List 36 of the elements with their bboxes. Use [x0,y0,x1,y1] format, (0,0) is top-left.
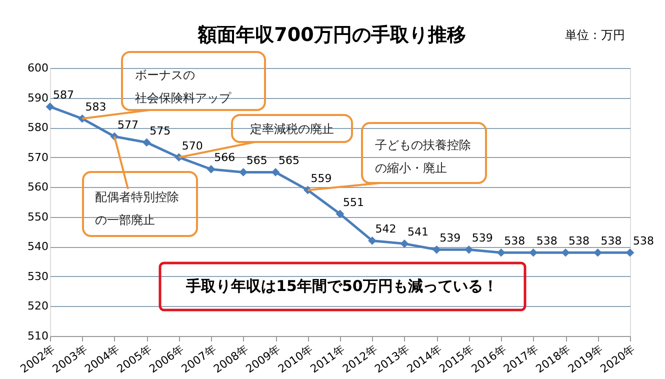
data-label: 538 [568,234,590,248]
data-label: 551 [343,196,364,209]
y-tick-label: 570 [28,150,48,164]
y-tick-label: 590 [28,91,48,104]
data-label: 542 [375,222,396,236]
data-label: 538 [536,234,558,248]
y-tick-label: 510 [28,330,48,342]
data-label: 541 [407,226,428,239]
y-tick-label: 580 [28,121,48,134]
data-label: 577 [117,118,138,132]
data-label: 583 [85,100,106,114]
data-label: 559 [310,172,332,186]
annotation: 配偶者特別控除の一部廃止 [95,190,179,227]
y-tick-label: 550 [28,210,48,224]
y-tick-label: 560 [28,180,48,194]
y-tick-label: 540 [28,240,48,254]
data-label: 538 [633,234,654,248]
chart-title: 額面年収700万円の手取り推移 [197,24,466,46]
data-label: 565 [246,154,268,168]
text: 単位：万円 [565,28,625,42]
annotation: ボーナスの社会保険料アップ [135,68,232,105]
data-label: 538 [504,234,526,248]
annotation: 定率減税の廃止 [250,122,334,136]
data-label: 570 [182,139,203,152]
annotation: 手取り年収は15年間で50万円も減っている！ [185,277,498,295]
data-label: 539 [472,232,493,245]
data-label: 587 [53,88,74,102]
annotation: 子どもの扶養控除の縮小・廃止 [375,138,471,175]
data-label: 538 [600,234,622,248]
data-label: 575 [150,124,171,138]
y-tick-label: 520 [28,300,48,313]
data-label: 539 [440,232,461,245]
data-label: 566 [214,151,236,164]
y-tick-label: 530 [28,270,48,283]
data-label: 565 [278,154,300,168]
y-tick-label: 600 [28,62,48,74]
